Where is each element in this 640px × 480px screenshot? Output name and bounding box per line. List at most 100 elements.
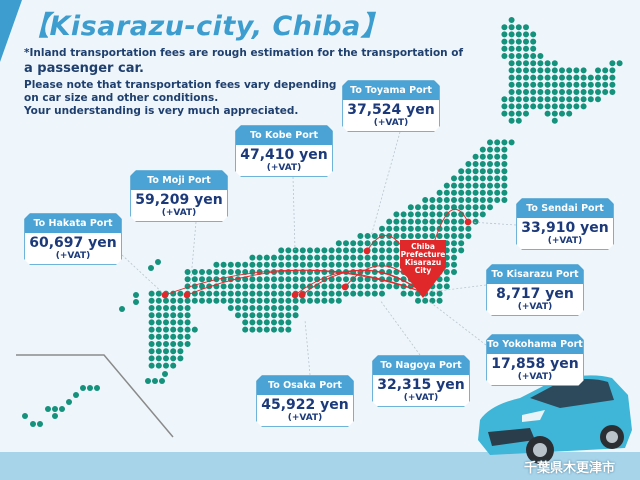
- map-dot: [472, 161, 479, 167]
- map-dot: [256, 319, 263, 326]
- map-dot: [400, 233, 407, 239]
- port-fee-card: To Kisarazu Port 8,717 yen (+VAT): [486, 264, 584, 316]
- map-dot: [357, 254, 364, 261]
- map-dot: [407, 290, 414, 297]
- map-dot: [307, 276, 313, 283]
- map-dot: [364, 290, 371, 297]
- map-dot: [515, 81, 522, 88]
- port-name: To Sendai Port: [517, 199, 613, 218]
- map-dot: [393, 211, 400, 218]
- map-dot: [227, 297, 234, 304]
- map-dot: [508, 139, 515, 146]
- map-dot: [321, 269, 328, 275]
- map-dot: [292, 247, 299, 254]
- map-dot: [501, 24, 508, 31]
- map-dot: [285, 254, 292, 261]
- map-dot: [566, 89, 573, 95]
- map-dot: [249, 254, 256, 261]
- pin-text: Kisarazu: [404, 258, 442, 267]
- map-dot: [227, 269, 234, 275]
- port-fee-card: To Moji Port 59,209 yen (+VAT): [130, 170, 228, 222]
- map-dot: [321, 290, 328, 297]
- map-dot: [213, 297, 220, 304]
- map-dot: [256, 326, 263, 333]
- port-name: To Nagoya Port: [373, 356, 469, 375]
- map-dot: [515, 103, 522, 110]
- map-dot: [357, 290, 364, 297]
- map-dot: [328, 254, 335, 261]
- map-dot: [163, 326, 169, 333]
- pin-text: City: [414, 266, 432, 275]
- port-name: To Yokohama Port: [487, 335, 583, 354]
- map-dot: [177, 305, 184, 311]
- map-dot: [357, 283, 364, 290]
- map-dot: [314, 247, 321, 254]
- map-dot: [566, 96, 573, 103]
- map-dot: [530, 67, 537, 74]
- map-dot: [566, 110, 573, 117]
- map-dot: [443, 197, 450, 203]
- map-dot: [443, 204, 450, 211]
- map-dot: [379, 283, 385, 290]
- note-line: Your understanding is very much apprecia…: [24, 105, 299, 117]
- map-dot: [523, 38, 529, 45]
- port-fee-card: To Sendai Port 33,910 yen (+VAT): [516, 198, 614, 250]
- map-dot: [242, 305, 249, 311]
- map-dot: [364, 240, 371, 247]
- map-dot: [515, 38, 522, 45]
- map-dot: [271, 319, 277, 326]
- map-dot: [616, 60, 623, 67]
- map-dot: [544, 74, 551, 81]
- map-dot: [256, 312, 263, 319]
- map-dot: [155, 362, 162, 369]
- port-fee: 8,717 yen: [496, 286, 574, 302]
- map-dot: [508, 74, 515, 81]
- leader-line: [292, 176, 296, 251]
- map-dot: [609, 89, 616, 95]
- map-dot: [249, 312, 256, 319]
- map-dot: [278, 319, 285, 326]
- map-dot: [530, 60, 537, 67]
- map-dot: [508, 31, 515, 38]
- map-dot: [515, 89, 522, 95]
- map-dot: [242, 261, 249, 268]
- map-dot: [429, 233, 436, 239]
- map-dot: [458, 211, 465, 218]
- map-dot: [566, 74, 573, 81]
- page-title: 【Kisarazu-city, Chiba】: [22, 11, 389, 42]
- map-dot: [371, 290, 378, 297]
- map-dot: [515, 110, 522, 117]
- map-dot: [595, 89, 601, 95]
- map-dot: [371, 254, 378, 261]
- port-name: To Hakata Port: [25, 214, 121, 233]
- map-dot: [328, 290, 335, 297]
- map-dot: [191, 326, 198, 333]
- map-dot: [163, 305, 169, 311]
- map-dot: [307, 297, 313, 304]
- map-dot: [544, 89, 551, 95]
- map-dot: [152, 378, 158, 384]
- map-dot: [285, 305, 292, 311]
- map-dot: [314, 254, 321, 261]
- car-part: [606, 431, 618, 443]
- map-dot: [508, 17, 515, 23]
- map-dot: [321, 247, 328, 254]
- map-dot: [407, 218, 414, 225]
- map-dot: [177, 355, 184, 362]
- map-dot: [73, 392, 79, 398]
- map-dot: [551, 74, 558, 81]
- map-dot: [580, 81, 587, 88]
- map-dot: [573, 96, 580, 103]
- map-dot: [357, 247, 364, 254]
- map-dot: [422, 218, 429, 225]
- port-fee: 17,858 yen: [491, 356, 579, 372]
- map-dot: [350, 240, 357, 247]
- map-dot: [422, 197, 429, 203]
- map-dot: [343, 254, 349, 261]
- map-dot: [343, 240, 349, 247]
- port-fee: 37,524 yen: [347, 102, 435, 118]
- map-dot: [494, 197, 501, 203]
- map-dot: [465, 175, 472, 182]
- map-dot: [443, 225, 450, 232]
- map-dot: [242, 319, 249, 326]
